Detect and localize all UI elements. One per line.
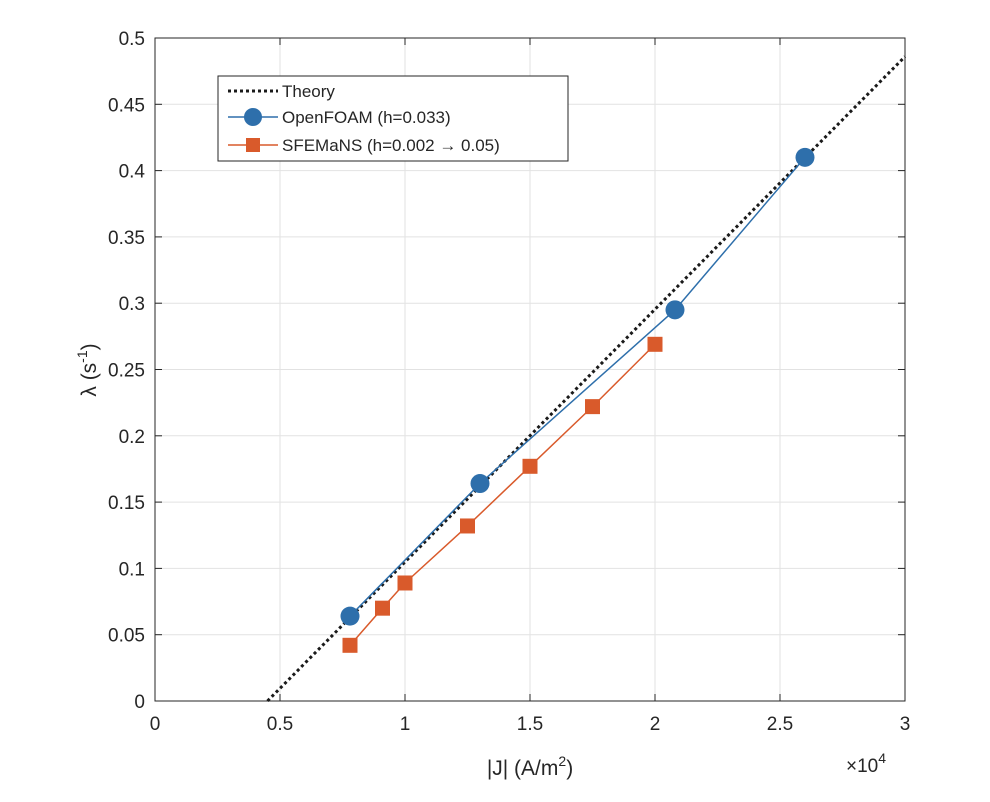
series-group [266, 55, 907, 703]
x-tick-label: 1.5 [517, 714, 543, 735]
y-tick-label: 0.3 [119, 294, 145, 315]
y-axis-label: λ (s-1) [74, 343, 101, 396]
openfoam-point [340, 606, 360, 626]
y-tick-label: 0.25 [108, 361, 145, 382]
sfemans-point [647, 336, 663, 352]
y-tick-label: 0.2 [119, 427, 145, 448]
sfemans-point [397, 575, 413, 591]
x-axis-multiplier: ×104 [846, 750, 886, 777]
sfemans-point [522, 458, 538, 474]
openfoam-point [665, 300, 685, 320]
y-tick-label: 0.5 [119, 29, 145, 50]
sfemans-point [342, 637, 358, 653]
x-axis-label: |J| (A/m2) [487, 753, 573, 780]
openfoam-point [795, 147, 815, 167]
sfemans-point [460, 518, 475, 534]
x-tick-label: 3 [900, 714, 911, 735]
openfoam-point [470, 474, 490, 494]
legend-theory-label: Theory [282, 82, 335, 101]
series-line-1 [349, 156, 806, 617]
legend-entry-theory: Theory [228, 82, 335, 101]
legend-sfemans-label: SFEMaNS (h=0.002 → 0.05) [282, 136, 500, 155]
sfemans-point [585, 399, 600, 415]
legend-entry-openfoam: OpenFOAM (h=0.033) [228, 108, 451, 127]
y-tick-label: 0.4 [119, 162, 146, 183]
legend-openfoam-marker [244, 108, 262, 126]
series-line-0 [266, 55, 907, 703]
sfemans-point [375, 600, 390, 616]
series-line-2 [349, 343, 656, 646]
legend-entry-sfemans: SFEMaNS (h=0.002 → 0.05) [228, 136, 500, 155]
axis-ticks: 0 0.5 1 1.5 2 2.5 3 0 0.05 0.1 0.15 0.2 0.25 0.3 0.35 0… [108, 29, 910, 735]
y-tick-label: 0.15 [108, 493, 145, 514]
y-tick-label: 0 [134, 692, 145, 713]
legend-openfoam-label: OpenFOAM (h=0.033) [282, 108, 451, 127]
y-tick-label: 0.45 [108, 95, 145, 116]
legend-sfemans-marker [246, 138, 260, 152]
y-tick-label: 0.05 [108, 626, 145, 647]
legend: Theory OpenFOAM (h=0.033) SFEMaNS (h=0.0… [217, 75, 569, 162]
x-tick-label: 0 [150, 714, 161, 735]
x-tick-label: 0.5 [267, 714, 293, 735]
y-tick-label: 0.35 [108, 228, 145, 249]
x-tick-label: 2.5 [767, 714, 793, 735]
x-tick-label: 2 [650, 714, 661, 735]
y-tick-label: 0.1 [119, 559, 145, 580]
x-tick-label: 1 [400, 714, 411, 735]
